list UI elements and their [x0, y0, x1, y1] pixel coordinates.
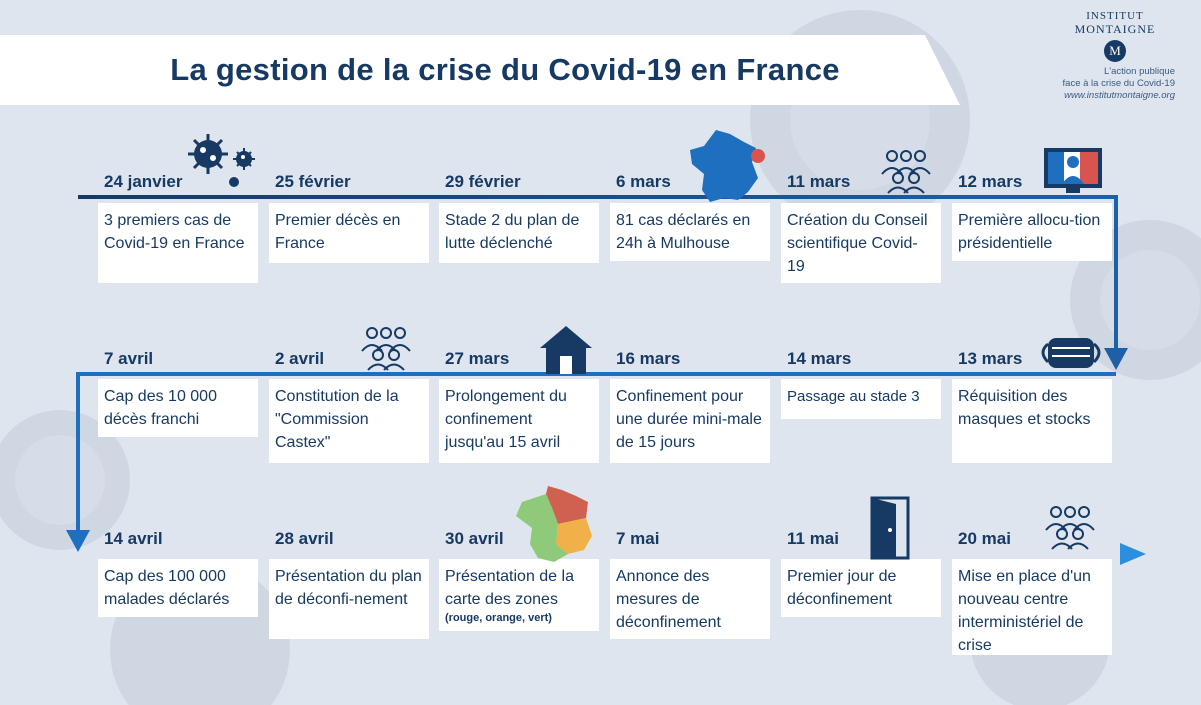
event-card: Création du Conseil scientifique Covid-1…: [781, 203, 941, 283]
event-date: 7 avril: [104, 349, 154, 368]
event-card: Premier jour de déconfinement: [781, 559, 941, 617]
timeline-arrow-down-right: [1104, 348, 1128, 370]
timeline-arrow-end: [1120, 543, 1146, 565]
page-title: La gestion de la crise du Covid-19 en Fr…: [170, 52, 840, 87]
event-card: Mise en place d'un nouveau centre interm…: [952, 559, 1112, 655]
brand-url: www.institutmontaigne.org: [1064, 90, 1175, 101]
house-icon: [540, 326, 592, 374]
event-card: Stade 2 du plan de lutte déclenché: [439, 203, 599, 263]
event-card: Réquisition des masques et stocks: [952, 379, 1112, 463]
event-card: 81 cas déclarés en 24h à Mulhouse: [610, 203, 770, 261]
zones-map-icon: [516, 486, 592, 562]
event-card: Première allocu-tion présidentielle: [952, 203, 1112, 261]
event-card: Cap des 100 000 malades déclarés: [98, 559, 258, 617]
door-icon: [870, 496, 910, 560]
brand-block: INSTITUT MONTAIGNE M L'action publique f…: [955, 10, 1175, 102]
event-date: 14 mars: [787, 349, 852, 368]
tv-address-icon: [1044, 148, 1102, 193]
france-map-icon: [690, 130, 765, 202]
event-date: 6 mars: [616, 172, 671, 191]
group-icon: [361, 327, 411, 371]
group-icon: [1045, 506, 1095, 550]
event-card-text: Présentation de la carte des zones: [445, 568, 574, 608]
mask-icon: [1041, 338, 1101, 368]
brand-logo: M: [1104, 40, 1126, 62]
timeline-arrow-down-left: [66, 530, 90, 552]
event-card: Passage au stade 3: [781, 379, 941, 419]
event-date: 20 mai: [958, 529, 1011, 548]
virus-icon: [188, 134, 255, 187]
event-date: 25 février: [275, 172, 351, 191]
title-banner-shape: [0, 35, 960, 105]
brand-name-line1: INSTITUT: [1086, 10, 1144, 22]
event-date: 27 mars: [445, 349, 510, 368]
event-date: 30 avril: [445, 529, 504, 548]
timeline-row2-line: [76, 372, 1116, 530]
event-card: 3 premiers cas de Covid-19 en France: [98, 203, 258, 283]
event-card: Prolongement du confinement jusqu'au 15 …: [439, 379, 599, 463]
event-date: 14 avril: [104, 529, 163, 548]
event-date: 12 mars: [958, 172, 1023, 191]
brand-subtitle-line1: L'action publique: [1103, 66, 1175, 77]
group-icon: [881, 150, 931, 194]
event-card: Premier décès en France: [269, 203, 429, 263]
event-card: Annonce des mesures de déconfinement: [610, 559, 770, 639]
brand-subtitle-line2: face à la crise du Covid-19: [1062, 78, 1175, 89]
event-date: 11 mai: [787, 529, 839, 548]
timeline-row1-line: [78, 195, 1118, 350]
brand-name-line2: MONTAIGNE: [1074, 22, 1156, 36]
event-date: 24 janvier: [104, 172, 183, 191]
event-date: 16 mars: [616, 349, 681, 368]
title-banner: La gestion de la crise du Covid-19 en Fr…: [0, 35, 960, 105]
event-card: Présentation de la carte des zones (roug…: [439, 559, 599, 631]
event-card: Constitution de la "Commission Castex": [269, 379, 429, 463]
event-date: 7 mai: [616, 529, 660, 548]
event-date: 13 mars: [958, 349, 1023, 368]
event-date: 28 avril: [275, 529, 334, 548]
event-card: Confinement pour une durée mini-male de …: [610, 379, 770, 463]
event-date: 11 mars: [787, 172, 851, 191]
event-card-note: (rouge, orange, vert): [445, 612, 552, 624]
event-date: 29 février: [445, 172, 521, 191]
event-card: Cap des 10 000 décès franchi: [98, 379, 258, 437]
event-date: 2 avril: [275, 349, 325, 368]
event-card: Présentation du plan de déconfi-nement: [269, 559, 429, 639]
